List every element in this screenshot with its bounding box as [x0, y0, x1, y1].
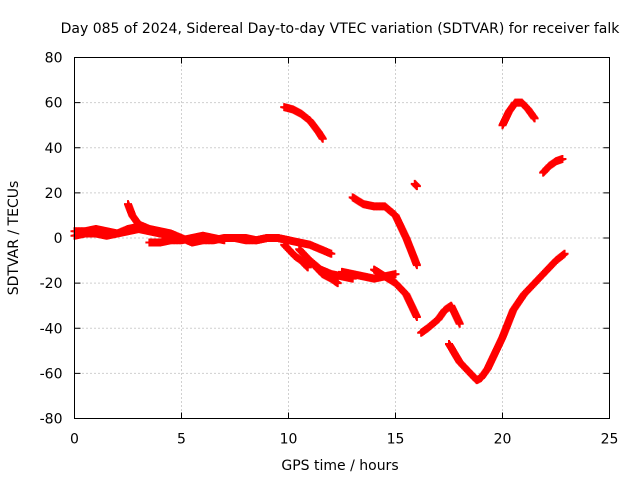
data-points — [70, 98, 569, 385]
data-point — [558, 155, 567, 164]
series-arc-14 — [280, 103, 327, 143]
data-point — [530, 114, 539, 123]
plot-frame — [74, 57, 610, 419]
series-arc-13 — [445, 249, 569, 385]
y-tick-labels: -80 -60 -40 -20 0 20 40 60 80 — [40, 51, 63, 428]
data-point — [455, 319, 464, 328]
y-tick-label: 0 — [54, 231, 63, 247]
data-point — [333, 279, 342, 288]
series-arc-15 — [348, 193, 421, 270]
x-tick-labels: 0 5 10 15 20 25 — [70, 432, 618, 448]
y-tick-label: -80 — [40, 412, 63, 428]
y-tick-label: 20 — [45, 186, 63, 202]
series-arc-16 — [410, 179, 421, 191]
series-arc-12 — [417, 301, 464, 337]
x-tick-label: 15 — [387, 432, 405, 448]
data-point — [412, 182, 421, 191]
y-tick-label: -60 — [40, 366, 63, 382]
data-point — [560, 249, 569, 258]
data-point — [318, 134, 327, 143]
series-arc-7 — [280, 240, 312, 272]
series-arc-9 — [305, 256, 342, 288]
chart-title: Day 085 of 2024, Sidereal Day-to-day VTE… — [61, 21, 621, 37]
data-point — [412, 312, 421, 321]
series-arc-18 — [539, 155, 567, 177]
x-axis-label: GPS time / hours — [281, 458, 398, 474]
x-tick-label: 20 — [494, 432, 512, 448]
series-arc-6 — [231, 234, 336, 258]
x-tick-label: 0 — [70, 432, 79, 448]
y-tick-label: 60 — [45, 96, 63, 112]
x-tick-label: 5 — [177, 432, 186, 448]
y-tick-label: 40 — [45, 141, 63, 157]
series-arc-11 — [370, 265, 421, 321]
series-arc-17 — [498, 98, 539, 130]
y-axis-label: SDTVAR / TECUs — [6, 181, 22, 296]
data-point — [327, 249, 336, 258]
y-tick-label: -40 — [40, 321, 63, 337]
x-tick-label: 25 — [601, 432, 619, 448]
x-tick-label: 10 — [280, 432, 298, 448]
y-tick-label: 80 — [45, 51, 63, 67]
data-point — [303, 263, 312, 272]
data-point — [412, 261, 421, 270]
data-point — [391, 270, 400, 279]
y-tick-label: -20 — [40, 276, 63, 292]
